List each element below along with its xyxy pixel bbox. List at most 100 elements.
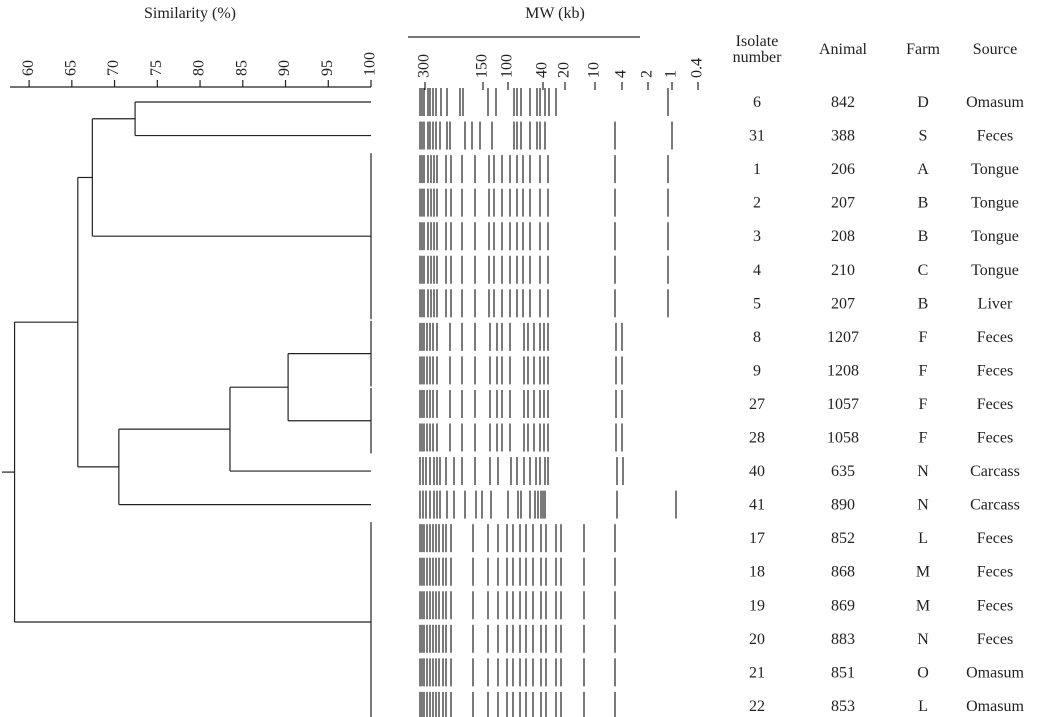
- table-cell: Feces: [977, 430, 1013, 447]
- table-cell: Carcass: [970, 463, 1020, 480]
- table-cell: N: [917, 497, 929, 514]
- table-cell: 1: [753, 161, 761, 178]
- table-cell: 1207: [827, 329, 859, 346]
- table-cell: Tongue: [971, 161, 1019, 178]
- figure: Similarity (%) MW (kb) 60657075808590951…: [0, 0, 1044, 717]
- table-cell: B: [918, 195, 929, 212]
- table-cell: 19: [749, 597, 765, 614]
- table-cell: L: [918, 698, 928, 715]
- table-cell: 842: [831, 94, 855, 111]
- similarity-tick-label: 70: [105, 60, 122, 76]
- similarity-tick-label: 65: [63, 60, 80, 76]
- table-cell: 210: [831, 262, 855, 279]
- table-cell: N: [917, 631, 929, 648]
- similarity-tick-label: 90: [276, 60, 293, 76]
- table-cell: 6: [753, 94, 761, 111]
- similarity-tick-label: 75: [148, 60, 165, 76]
- table-cell: Omasum: [966, 94, 1024, 111]
- table-cell: 5: [753, 295, 761, 312]
- table-cell: M: [916, 564, 930, 581]
- table-cell: 3: [753, 228, 761, 245]
- table-cell: N: [917, 463, 929, 480]
- table-cell: B: [918, 295, 929, 312]
- table-cell: 868: [831, 564, 855, 581]
- table-cell: Feces: [977, 329, 1013, 346]
- table-cell: C: [918, 262, 929, 279]
- table-cell: Carcass: [970, 497, 1020, 514]
- table-cell: 1208: [827, 362, 859, 379]
- table-header: Farm: [906, 41, 940, 58]
- table-cell: 208: [831, 228, 855, 245]
- table-cell: F: [919, 430, 928, 447]
- similarity-tick-label: 100: [362, 52, 379, 76]
- table-cell: Feces: [977, 631, 1013, 648]
- table-cell: 1058: [827, 430, 859, 447]
- table-cell: 41: [749, 497, 765, 514]
- table-cell: 8: [753, 329, 761, 346]
- table-cell: 206: [831, 161, 855, 178]
- mw-tick-label: 100: [499, 54, 516, 78]
- mw-tick-label: 4: [613, 70, 630, 78]
- table-cell: Feces: [977, 396, 1013, 413]
- table-cell: S: [919, 128, 928, 145]
- table-cell: 207: [831, 295, 855, 312]
- mw-tick-label: 2: [639, 70, 656, 78]
- table-cell: D: [917, 94, 929, 111]
- table-cell: 1057: [827, 396, 859, 413]
- table-cell: Liver: [978, 295, 1013, 312]
- table-cell: A: [917, 161, 929, 178]
- table-cell: 31: [749, 128, 765, 145]
- table-cell: 853: [831, 698, 855, 715]
- table-cell: Omasum: [966, 698, 1024, 715]
- table-cell: 851: [831, 664, 855, 681]
- table-cell: Feces: [977, 530, 1013, 547]
- table-cell: M: [916, 597, 930, 614]
- table-cell: 40: [749, 463, 765, 480]
- table-cell: F: [919, 329, 928, 346]
- table-cell: Tongue: [971, 228, 1019, 245]
- table-cell: 4: [753, 262, 761, 279]
- mw-tick-label: 10: [586, 62, 603, 78]
- mw-tick-label: 0.4: [689, 58, 706, 78]
- table-cell: 388: [831, 128, 855, 145]
- table-cell: 207: [831, 195, 855, 212]
- table-cell: Omasum: [966, 664, 1024, 681]
- table-cell: Feces: [977, 597, 1013, 614]
- table-cell: F: [919, 362, 928, 379]
- table-cell: 890: [831, 497, 855, 514]
- mw-title: MW (kb): [525, 5, 585, 22]
- mw-tick-label: 20: [556, 62, 573, 78]
- table-cell: 20: [749, 631, 765, 648]
- mw-tick-label: 1: [663, 70, 680, 78]
- mw-tick-label: 150: [474, 54, 491, 78]
- table-cell: 9: [753, 362, 761, 379]
- table-cell: 2: [753, 195, 761, 212]
- table-cell: Tongue: [971, 262, 1019, 279]
- table-cell: 635: [831, 463, 855, 480]
- table-cell: 17: [749, 530, 765, 547]
- table-cell: 27: [749, 396, 765, 413]
- table-cell: Feces: [977, 362, 1013, 379]
- table-cell: Feces: [977, 564, 1013, 581]
- table-cell: 852: [831, 530, 855, 547]
- mw-tick-label: 40: [534, 62, 551, 78]
- table-cell: O: [917, 664, 929, 681]
- table-cell: F: [919, 396, 928, 413]
- table-header: Source: [973, 41, 1017, 58]
- mw-tick-label: 300: [416, 54, 433, 78]
- table-cell: 18: [749, 564, 765, 581]
- table-cell: Feces: [977, 128, 1013, 145]
- similarity-title: Similarity (%): [144, 5, 236, 22]
- table-cell: L: [918, 530, 928, 547]
- similarity-tick-label: 80: [191, 60, 208, 76]
- similarity-tick-label: 60: [20, 60, 37, 76]
- table-cell: 869: [831, 597, 855, 614]
- table-cell: B: [918, 228, 929, 245]
- table-header: Animal: [819, 41, 868, 58]
- table-cell: 883: [831, 631, 855, 648]
- page: {"similarity_axis": {"title": "Similarit…: [0, 0, 1044, 717]
- table-cell: 21: [749, 664, 765, 681]
- similarity-tick-label: 95: [319, 60, 336, 76]
- table-cell: 28: [749, 430, 765, 447]
- similarity-tick-label: 85: [233, 60, 250, 76]
